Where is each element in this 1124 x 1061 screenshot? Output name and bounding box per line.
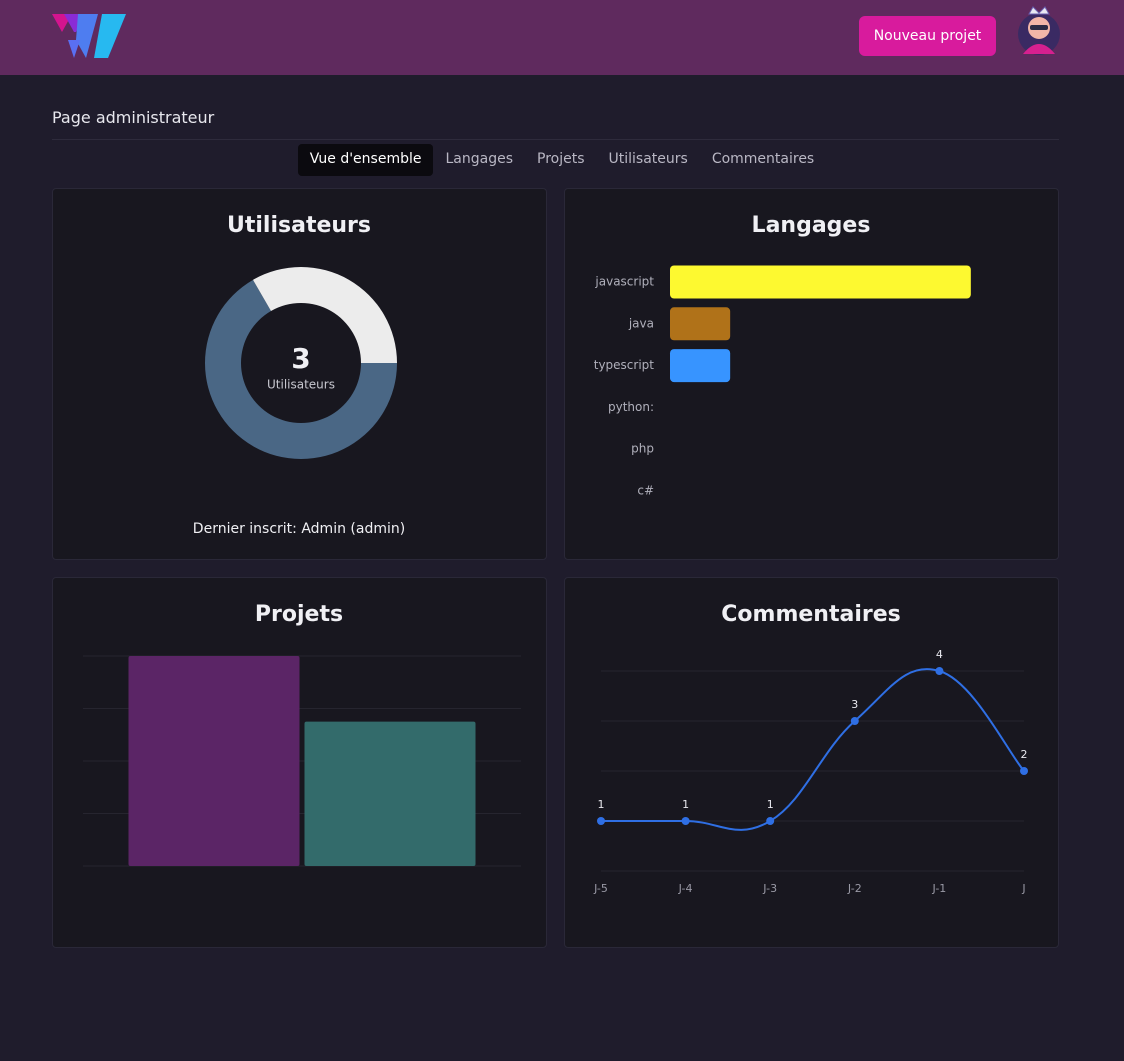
category-label: php (631, 442, 654, 456)
separator (52, 139, 1059, 140)
header: Nouveau projet (0, 0, 1124, 75)
point (1020, 767, 1028, 775)
center-value: 3 (291, 342, 310, 375)
category-label: python: (608, 400, 654, 414)
footer: Dernier inscrit: Admin (admin) (193, 521, 405, 537)
avatar[interactable] (1015, 4, 1063, 60)
card: Projets (52, 577, 547, 948)
tab-bar: Vue d'ensemble Langages Projets Utilisateur… (0, 144, 1124, 176)
point (766, 817, 775, 825)
x-tick-label: J-5 (593, 882, 608, 895)
bar (670, 349, 731, 383)
category-label: c# (637, 484, 654, 498)
chart: Commentaires 1 J-5 1 J-4 1 J-3 3 J-2 4 J-1 2 J (593, 602, 1028, 895)
logo[interactable] (50, 10, 140, 70)
new-project-button[interactable]: Nouveau projet (859, 16, 996, 56)
tab[interactable]: Utilisateurs (608, 151, 688, 167)
point (597, 817, 605, 825)
chart: Langages javascript java typescript python: p… (594, 213, 971, 498)
data-label: 3 (851, 698, 858, 711)
point (935, 667, 944, 675)
card: Commentaires 1 J-5 1 J-4 1 J-3 3 J-2 4 J-1 2 J (564, 577, 1059, 948)
bar (128, 656, 300, 866)
chart-title: Utilisateurs (227, 213, 371, 238)
category-label: typescript (594, 358, 655, 372)
bar (670, 307, 731, 341)
line (601, 668, 1025, 831)
tab[interactable]: Projets (537, 151, 585, 167)
x-tick-label: J-4 (678, 882, 693, 895)
chart: Projets (83, 602, 521, 867)
data-label: 1 (682, 798, 689, 811)
chart-title: Commentaires (721, 602, 900, 627)
data-label: 4 (936, 648, 943, 661)
page-title: Page administrateur (52, 108, 215, 127)
data-label: 1 (598, 798, 605, 811)
bar (304, 721, 476, 866)
card: Utilisateurs 3 Utilisateurs Dernier inscrit… (52, 188, 547, 560)
card: Langages javascript java typescript python: p… (564, 188, 1059, 560)
chart: Utilisateurs 3 Utilisateurs Dernier inscrit… (193, 213, 405, 537)
x-tick-label: J-3 (762, 882, 777, 895)
category-label: javascript (594, 275, 654, 289)
x-tick-label: J (1021, 882, 1025, 895)
category-label: java (628, 316, 654, 330)
data-label: 2 (1021, 748, 1028, 761)
x-tick-label: J-2 (847, 882, 862, 895)
x-tick-label: J-1 (931, 882, 946, 895)
tab[interactable]: Vue d'ensemble (297, 144, 434, 176)
point (681, 817, 690, 825)
center-label: Utilisateurs (267, 378, 335, 392)
tab[interactable]: Langages (445, 151, 513, 167)
chart-title: Langages (752, 213, 871, 238)
doughnut-segment (253, 267, 397, 363)
data-label: 1 (767, 798, 774, 811)
tab[interactable]: Commentaires (711, 151, 815, 167)
point (850, 717, 859, 725)
bar (670, 265, 971, 299)
chart-title: Projets (255, 602, 343, 627)
doughnut-segment (205, 279, 397, 459)
